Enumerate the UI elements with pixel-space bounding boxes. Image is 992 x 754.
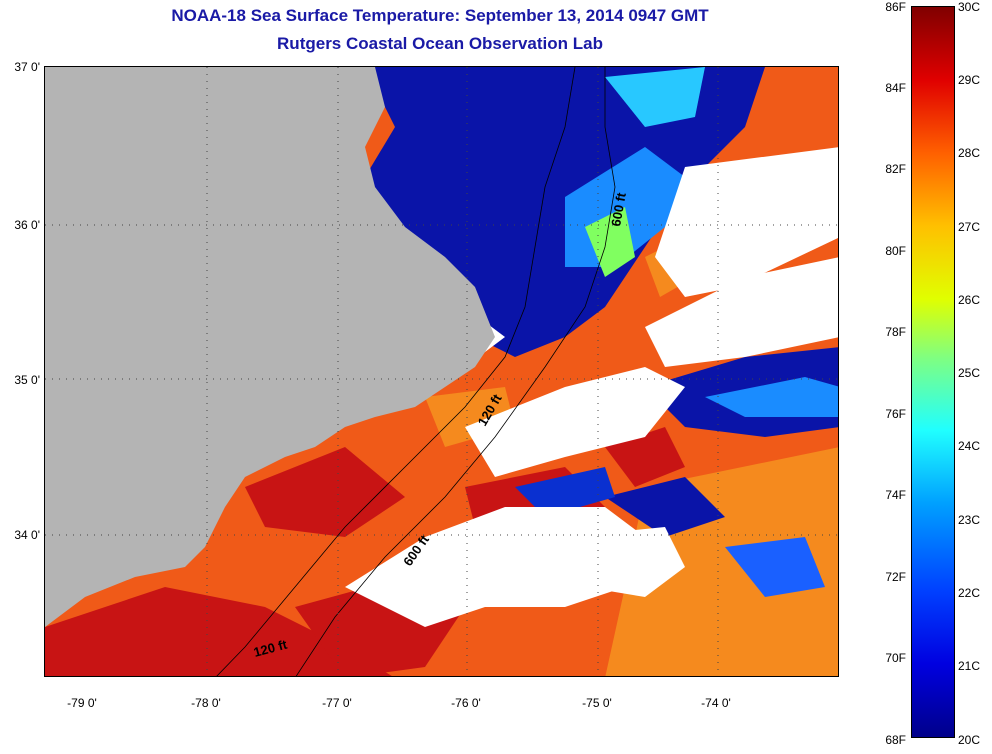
lat-label-37: 37 0' [14, 60, 40, 74]
colorbar-f-70: 70F [885, 651, 906, 665]
colorbar-c-26: 26C [958, 293, 981, 307]
lon-label-79: -79 0' [67, 696, 97, 710]
colorbar-c-30: 30C [958, 0, 981, 14]
map-title: NOAA-18 Sea Surface Temperature: Septemb… [171, 6, 709, 25]
colorbar-c-25: 25C [958, 366, 981, 380]
lat-label-36: 36 0' [14, 218, 40, 232]
sst-image: 600 ft 120 ft 600 ft 120 ft [45, 67, 838, 676]
colorbar-c-28: 28C [958, 146, 981, 160]
land [45, 67, 495, 627]
colorbar-c-27: 27C [958, 220, 981, 234]
lon-label-76: -76 0' [451, 696, 481, 710]
colorbar-f-74: 74F [885, 488, 906, 502]
colorbar-f-86: 86F [885, 0, 906, 14]
colorbar-c-21: 21C [958, 659, 981, 673]
lon-label-74: -74 0' [701, 696, 731, 710]
colorbar-c-20: 20C [958, 733, 981, 747]
colorbar-f-82: 82F [885, 162, 906, 176]
colorbar-f-76: 76F [885, 407, 906, 421]
lat-label-35: 35 0' [14, 373, 40, 387]
colorbar-c-22: 22C [958, 586, 981, 600]
colorbar-f-80: 80F [885, 244, 906, 258]
colorbar-c-23: 23C [958, 513, 981, 527]
colorbar-f-78: 78F [885, 325, 906, 339]
temperature-colorbar [911, 6, 955, 738]
colorbar-f-72: 72F [885, 570, 906, 584]
isobath-lines [216, 67, 616, 676]
lon-label-78: -78 0' [191, 696, 221, 710]
lon-label-75: -75 0' [582, 696, 612, 710]
colorbar-c-29: 29C [958, 73, 981, 87]
colorbar-f-84: 84F [885, 81, 906, 95]
colorbar-c-24: 24C [958, 439, 981, 453]
map-subtitle: Rutgers Coastal Ocean Observation Lab [277, 34, 603, 53]
colorbar-f-68: 68F [885, 733, 906, 747]
lat-label-34: 34 0' [14, 528, 40, 542]
isobath-label-600-north: 600 ft [608, 191, 629, 228]
lon-label-77: -77 0' [322, 696, 352, 710]
sst-map: 600 ft 120 ft 600 ft 120 ft [44, 66, 839, 677]
